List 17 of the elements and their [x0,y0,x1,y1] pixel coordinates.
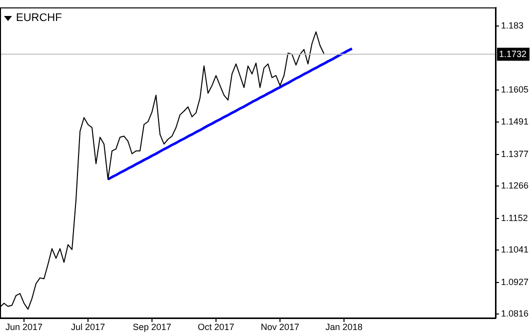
x-tick-label: Oct 2017 [198,322,234,332]
y-tick-label: 1.1266 [501,180,529,191]
y-tick-label: 1.1377 [501,149,529,160]
x-tick-label: Jun 2017 [5,322,43,332]
ref-line-label: 1.1732 [499,49,527,60]
y-tick-label: 1.0927 [501,276,529,287]
y-tick-label: 1.1041 [501,244,529,255]
chart-title: EURCHF [16,12,62,24]
y-tick-label: 1.1152 [501,213,528,224]
x-tick-label: Nov 2017 [260,322,300,332]
x-tick-label: Sep 2017 [132,322,172,332]
y-tick-label: 1.183 [501,20,524,30]
y-tick-label: 1.0816 [501,308,529,319]
x-tick-label: Jul 2017 [70,322,106,332]
x-tick-label: Jan 2018 [325,322,363,332]
y-tick-label: 1.1491 [501,116,529,127]
y-tick-label: 1.1605 [501,84,529,94]
